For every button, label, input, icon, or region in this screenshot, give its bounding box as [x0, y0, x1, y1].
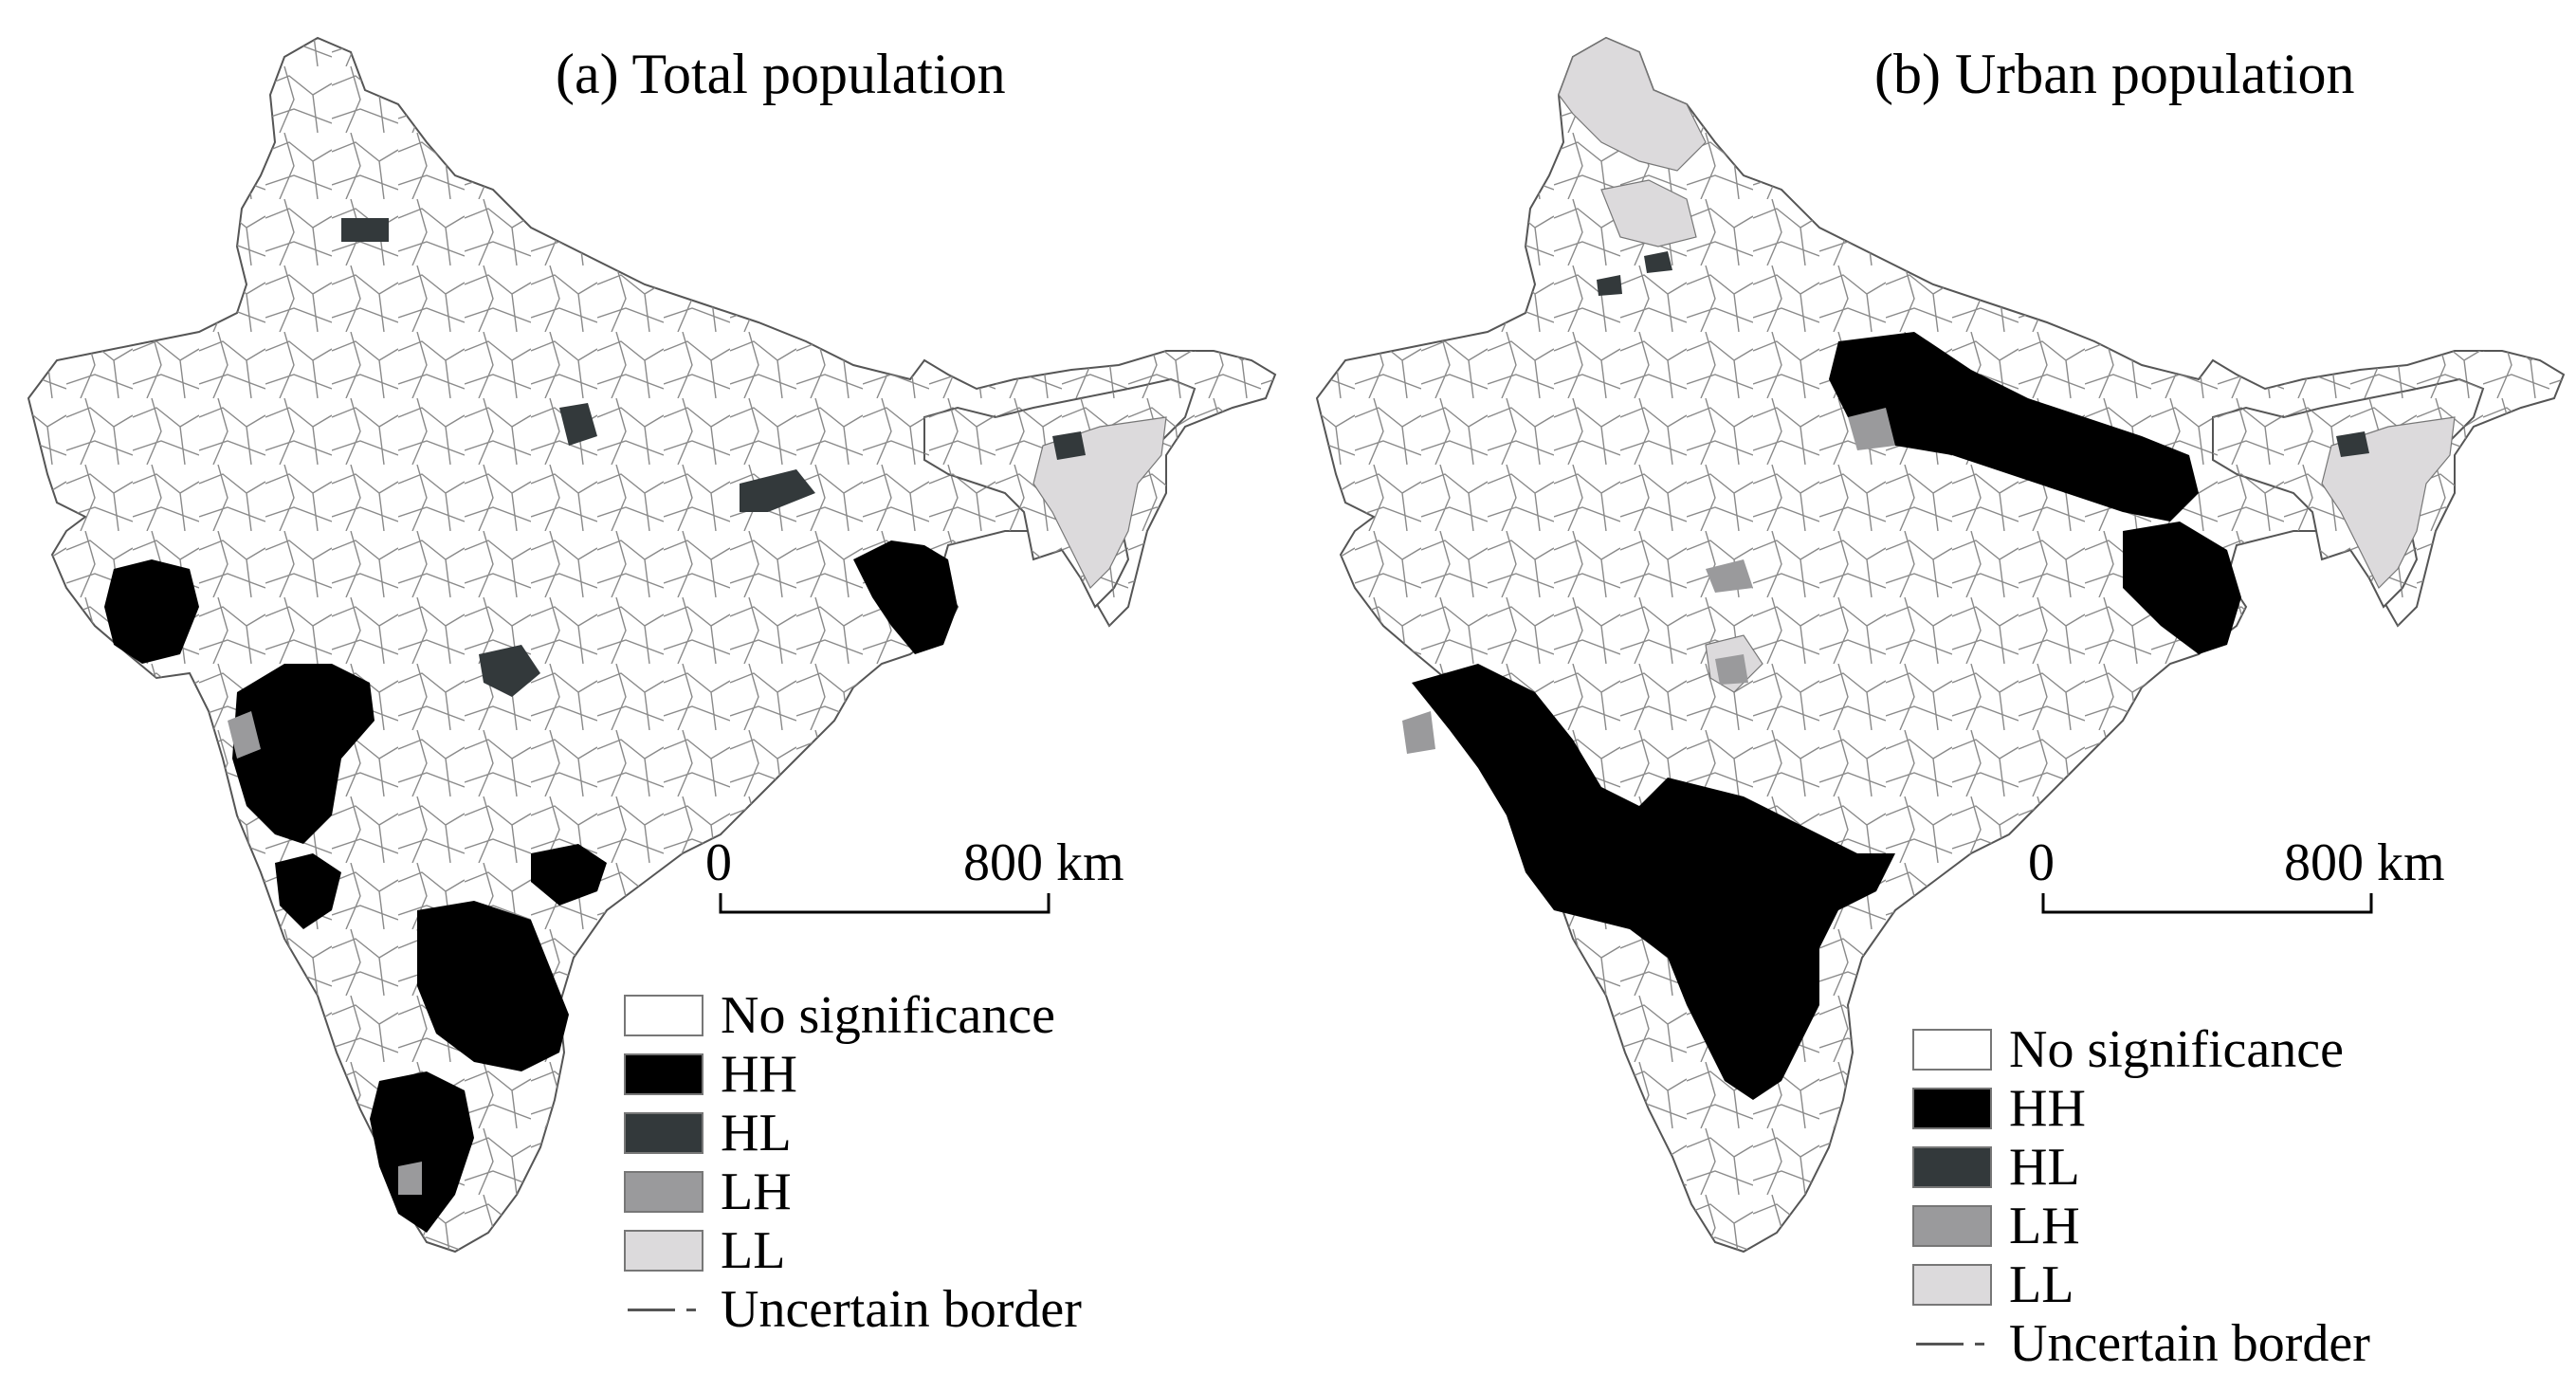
cluster-hl-northeast [1052, 431, 1086, 460]
cluster-lh-west [228, 711, 261, 759]
legend-label: HL [2009, 1138, 2080, 1197]
scale-bar [719, 893, 1050, 914]
legend-label: LH [721, 1162, 792, 1221]
cluster-lh-central [1715, 654, 1748, 685]
legend-item-hh: HH [1912, 1079, 2370, 1138]
legend-label: LH [2009, 1197, 2080, 1255]
map-panel-total-population: (a) Total population 0 800 km No signifi… [0, 0, 1288, 1356]
legend-swatch [624, 1171, 703, 1213]
legend-swatch [624, 1053, 703, 1095]
legend-swatch [624, 1230, 703, 1272]
legend-swatch [1912, 1205, 1992, 1247]
cluster-hl-north-1 [1644, 251, 1672, 273]
cluster-hl-north-2 [1597, 275, 1622, 296]
cluster-hl-up-2 [740, 469, 815, 512]
legend-item-uncertain-border: Uncertain border [1912, 1314, 2370, 1373]
cluster-hl-central [479, 645, 540, 697]
panel-title: (a) Total population [556, 43, 1006, 105]
cluster-hh-gangetic-plain [1829, 332, 2199, 522]
cluster-lh-south [398, 1162, 422, 1195]
cluster-hh-maharashtra [232, 664, 375, 844]
legend-swatch [1912, 1088, 1992, 1129]
legend-item-hl: HL [1912, 1138, 2370, 1197]
cluster-hh-east-coast [531, 844, 607, 906]
legend-item-hh: HH [624, 1045, 1082, 1104]
legend-item-ll: LL [624, 1221, 1082, 1280]
cluster-hl-north [341, 218, 389, 242]
legend-label: LL [2009, 1255, 2074, 1314]
legend-item-ll: LL [1912, 1255, 2370, 1314]
panel-title: (b) Urban population [1874, 43, 2355, 105]
legend-swatch [1912, 1029, 1992, 1071]
legend-label: HL [721, 1104, 792, 1162]
scale-bar-end-label: 800 km [963, 833, 1124, 892]
legend-item-lh: LH [1912, 1197, 2370, 1255]
dashed-line-icon [624, 1289, 703, 1330]
scale-bar-end-label: 800 km [2284, 833, 2445, 892]
scale-bar [2041, 893, 2373, 914]
cluster-hh-south [370, 1071, 474, 1233]
legend: No significance HH HL LH LL Uncertain bo… [624, 986, 1082, 1339]
dashed-line-icon [1912, 1323, 1992, 1364]
cluster-hh-west-bengal [853, 540, 958, 654]
cluster-ll-north [1600, 179, 1697, 247]
map-urban-population [1316, 37, 2565, 1253]
cluster-hh-east [2123, 522, 2241, 654]
cluster-hl-northeast [2336, 431, 2369, 457]
cluster-hl-up-1 [559, 403, 597, 446]
legend-item-lh: LH [624, 1162, 1082, 1221]
legend: No significance HH HL LH LL Uncertain bo… [1912, 1020, 2370, 1373]
scale-bar-start-label: 0 [705, 833, 732, 892]
cluster-lh-north [1848, 408, 1895, 450]
legend-label: No significance [721, 986, 1055, 1045]
legend-label: HH [2009, 1079, 2086, 1138]
legend-label: LL [721, 1221, 786, 1280]
legend-swatch [624, 1112, 703, 1154]
cluster-ll-kashmir [1558, 37, 1707, 172]
legend-label: No significance [2009, 1020, 2344, 1079]
legend-label: HH [721, 1045, 797, 1104]
legend-label: Uncertain border [2009, 1314, 2370, 1373]
cluster-hh-deccan [1412, 664, 1895, 1100]
cluster-hh-central-west [275, 853, 341, 929]
cluster-ll-northeast [1032, 416, 1167, 590]
map-total-population [27, 37, 1276, 1253]
scale-bar-start-label: 0 [2028, 833, 2055, 892]
legend-item-no-significance: No significance [624, 986, 1082, 1045]
cluster-ll-northeast [2321, 416, 2456, 590]
cluster-hh-gujarat [104, 559, 199, 664]
map-panel-urban-population: (b) Urban population 0 800 km No signifi… [1288, 0, 2576, 1372]
legend-swatch [624, 995, 703, 1036]
cluster-lh-west [1402, 711, 1435, 754]
legend-item-uncertain-border: Uncertain border [624, 1280, 1082, 1339]
cluster-lh-east [1706, 559, 1753, 593]
legend-swatch [1912, 1264, 1992, 1306]
legend-item-no-significance: No significance [1912, 1020, 2370, 1079]
legend-item-hl: HL [624, 1104, 1082, 1162]
cluster-hh-andhra [417, 901, 569, 1071]
legend-label: Uncertain border [721, 1280, 1082, 1339]
legend-swatch [1912, 1146, 1992, 1188]
